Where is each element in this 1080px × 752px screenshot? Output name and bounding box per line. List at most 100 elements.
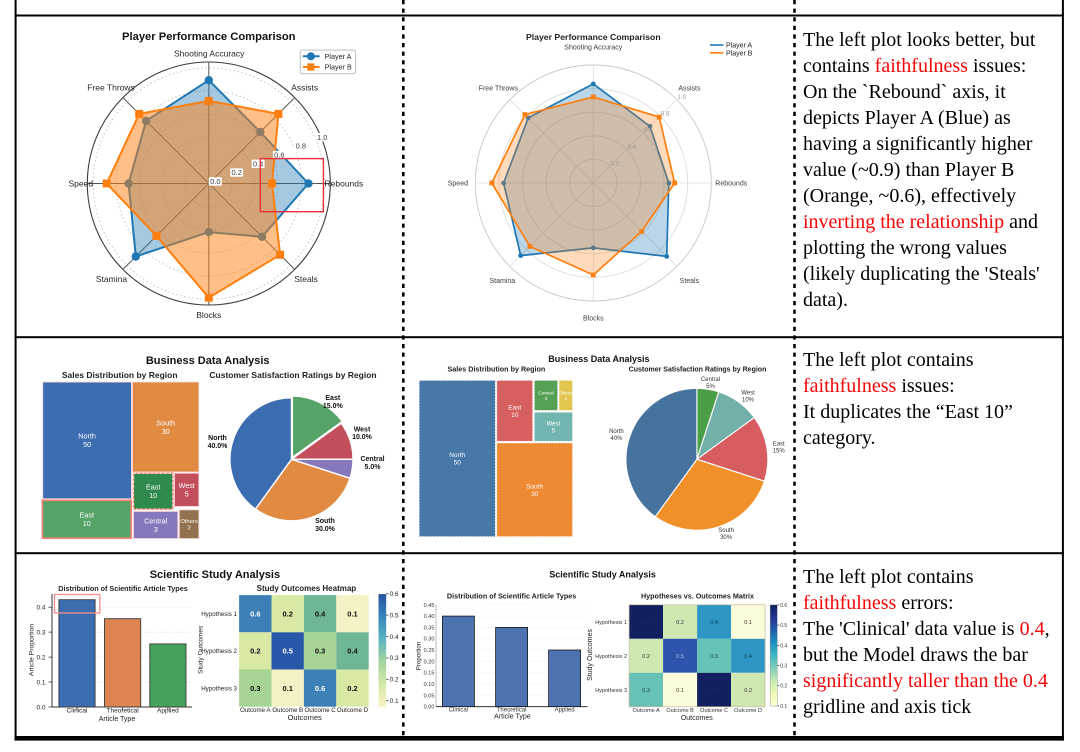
svg-text:15.0%: 15.0% <box>323 403 344 410</box>
svg-text:0.2: 0.2 <box>611 161 620 168</box>
svg-text:Proportion: Proportion <box>416 641 423 670</box>
svg-text:0.6: 0.6 <box>644 127 653 134</box>
svg-text:North: North <box>449 452 465 459</box>
svg-text:Rebounds: Rebounds <box>325 179 364 189</box>
svg-text:East: East <box>146 483 160 492</box>
svg-text:0.2: 0.2 <box>36 654 45 661</box>
svg-text:0.40: 0.40 <box>424 614 435 620</box>
svg-text:Steals: Steals <box>294 274 318 284</box>
svg-text:Stamina: Stamina <box>489 278 515 285</box>
svg-text:Article Type: Article Type <box>494 714 531 721</box>
svg-text:3: 3 <box>154 525 158 534</box>
svg-text:Shooting Accuracy: Shooting Accuracy <box>564 45 622 52</box>
svg-text:Central: Central <box>360 456 384 463</box>
svg-text:Study Outcomes Heatmap: Study Outcomes Heatmap <box>257 584 357 593</box>
svg-text:Study Outcomes: Study Outcomes <box>198 625 205 674</box>
svg-text:0.0: 0.0 <box>210 177 220 186</box>
svg-text:Player B: Player B <box>325 63 352 72</box>
svg-text:East: East <box>773 442 785 448</box>
svg-text:North: North <box>208 435 227 442</box>
svg-text:0.45: 0.45 <box>424 603 435 609</box>
svg-text:Central: Central <box>144 516 168 525</box>
svg-text:15%: 15% <box>773 449 786 455</box>
svg-text:0.3: 0.3 <box>390 655 399 662</box>
svg-text:0.3: 0.3 <box>642 688 650 694</box>
svg-text:0.3: 0.3 <box>36 629 45 636</box>
svg-text:Article Proportion: Article Proportion <box>29 624 36 676</box>
svg-text:Blocks: Blocks <box>196 310 221 320</box>
svg-text:0.1: 0.1 <box>36 679 45 686</box>
svg-text:East: East <box>508 404 521 411</box>
svg-text:Clinical: Clinical <box>67 708 89 715</box>
svg-text:Hypothesis 2: Hypothesis 2 <box>201 648 237 655</box>
svg-text:0.2: 0.2 <box>390 677 399 684</box>
svg-text:0.4: 0.4 <box>347 647 358 656</box>
svg-text:30.0%: 30.0% <box>315 526 336 533</box>
svg-text:Hypothesis 1: Hypothesis 1 <box>201 611 237 618</box>
svg-text:0.2: 0.2 <box>347 684 357 693</box>
svg-text:Others: Others <box>559 390 574 396</box>
svg-text:5%: 5% <box>706 384 715 390</box>
svg-text:0.4: 0.4 <box>390 634 399 641</box>
svg-text:0.1: 0.1 <box>390 698 399 705</box>
svg-text:2: 2 <box>564 396 567 402</box>
svg-text:40%: 40% <box>610 436 623 442</box>
svg-text:Player A: Player A <box>325 52 352 61</box>
svg-text:Hypotheses vs. Outcomes Matrix: Hypotheses vs. Outcomes Matrix <box>641 591 754 600</box>
svg-text:Stamina: Stamina <box>96 274 127 284</box>
svg-text:Central: Central <box>701 377 720 383</box>
svg-text:Outcome A: Outcome A <box>240 707 271 714</box>
svg-text:Outcome B: Outcome B <box>272 707 303 714</box>
svg-text:10.0%: 10.0% <box>352 434 373 441</box>
svg-text:Outcome D: Outcome D <box>734 708 762 714</box>
svg-text:0.3: 0.3 <box>710 654 718 660</box>
svg-text:Free Throws: Free Throws <box>479 86 519 93</box>
svg-text:0.10: 0.10 <box>424 682 435 688</box>
svg-text:Player Performance Comparison: Player Performance Comparison <box>122 31 296 43</box>
svg-text:0.1: 0.1 <box>676 688 684 694</box>
svg-text:Steals: Steals <box>680 278 700 285</box>
svg-text:Study Outcomes: Study Outcomes <box>587 629 594 681</box>
svg-text:Customer Satisfaction Ratings: Customer Satisfaction Ratings by Region <box>209 370 376 380</box>
svg-text:Hypothesis 3: Hypothesis 3 <box>595 688 627 694</box>
svg-text:Clinical: Clinical <box>449 708 468 714</box>
svg-text:North: North <box>78 432 96 441</box>
svg-text:0.6: 0.6 <box>710 688 718 694</box>
svg-text:0.6: 0.6 <box>250 609 260 618</box>
svg-text:3: 3 <box>545 396 548 402</box>
svg-text:0.2: 0.2 <box>231 168 241 177</box>
svg-text:0.4: 0.4 <box>710 620 718 626</box>
svg-text:0.00: 0.00 <box>424 705 435 711</box>
svg-text:Scientific Study Analysis: Scientific Study Analysis <box>150 569 280 581</box>
svg-text:0.1: 0.1 <box>744 620 752 626</box>
svg-text:0.35: 0.35 <box>424 625 435 631</box>
svg-text:10%: 10% <box>742 398 755 404</box>
svg-text:0.3: 0.3 <box>315 647 325 656</box>
svg-text:Outcome B: Outcome B <box>666 708 694 714</box>
svg-text:Blocks: Blocks <box>583 316 604 323</box>
svg-text:Distribution of Scientific Art: Distribution of Scientific Article Types <box>447 591 576 600</box>
svg-text:30: 30 <box>162 427 170 436</box>
svg-text:Others: Others <box>180 519 197 525</box>
svg-text:Free Throws: Free Throws <box>87 83 135 93</box>
svg-text:0.4: 0.4 <box>627 144 636 151</box>
svg-text:0.6: 0.6 <box>315 684 325 693</box>
svg-text:0.6: 0.6 <box>780 603 787 609</box>
svg-text:0.6: 0.6 <box>642 620 650 626</box>
svg-text:West: West <box>354 426 371 433</box>
svg-text:Theoretical: Theoretical <box>497 708 527 714</box>
svg-text:0.4: 0.4 <box>253 159 263 168</box>
svg-text:0.6: 0.6 <box>274 151 284 160</box>
svg-text:Outcome C: Outcome C <box>304 707 336 714</box>
svg-text:0.2: 0.2 <box>676 620 684 626</box>
svg-text:Outcome D: Outcome D <box>337 707 369 714</box>
svg-text:0.25: 0.25 <box>424 648 435 654</box>
svg-text:30: 30 <box>531 491 539 498</box>
svg-text:Hypothesis 1: Hypothesis 1 <box>595 620 627 626</box>
svg-text:Outcomes: Outcomes <box>288 713 322 722</box>
svg-text:West: West <box>547 421 561 427</box>
svg-text:1.0: 1.0 <box>317 133 327 142</box>
svg-text:0.5: 0.5 <box>780 623 787 629</box>
svg-text:Rebounds: Rebounds <box>715 181 747 188</box>
svg-text:0.15: 0.15 <box>424 671 435 677</box>
